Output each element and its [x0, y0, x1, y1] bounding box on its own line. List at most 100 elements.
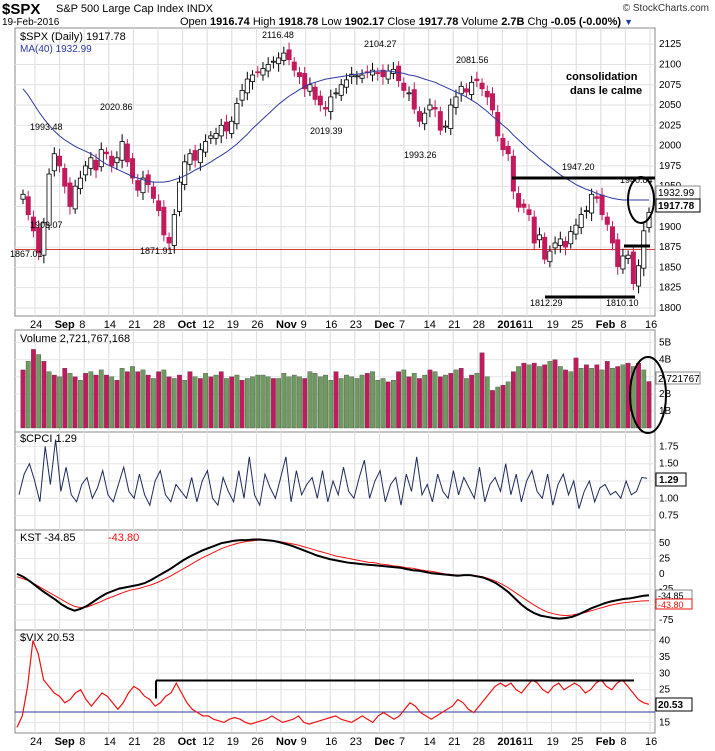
- candle-body: [547, 250, 553, 263]
- x-tick-label: 2016: [497, 319, 521, 331]
- candle-body: [474, 78, 480, 82]
- candle-body: [25, 196, 31, 216]
- candle-body: [568, 231, 574, 245]
- volume-bar: [344, 374, 349, 429]
- volume-bar: [166, 376, 172, 429]
- x-tick-label: 14: [424, 736, 436, 748]
- y-tick-label: 15: [659, 717, 671, 728]
- volume-bar: [130, 366, 135, 429]
- candle-body: [302, 72, 308, 90]
- volume-bar: [198, 378, 203, 429]
- x-tick-label: Nov: [276, 319, 298, 331]
- candle-body: [416, 111, 422, 122]
- candle-body: [338, 84, 344, 96]
- candle-body: [140, 177, 146, 194]
- close-value: 1917.78: [418, 16, 459, 28]
- candle-body: [161, 206, 167, 236]
- volume-bar: [62, 368, 68, 429]
- y-tick-label: 30: [659, 668, 671, 679]
- candle-body: [276, 57, 282, 65]
- volume-bar: [354, 378, 360, 429]
- candle-body: [437, 111, 443, 131]
- volume-bar: [119, 368, 125, 429]
- candle-body: [36, 227, 42, 254]
- volume-bar: [72, 376, 78, 429]
- volume-last-label: 2.721767: [658, 374, 700, 385]
- cpci-last-label: 1.29: [659, 475, 679, 486]
- candle-body: [166, 236, 172, 244]
- volume-bar: [391, 379, 396, 429]
- x-tick-label: Sep: [55, 736, 75, 748]
- candle-body: [589, 193, 595, 214]
- volume-bar: [234, 374, 240, 429]
- candle-body: [182, 161, 188, 185]
- candle-body: [343, 79, 349, 88]
- candle-body: [192, 150, 198, 161]
- high-value: 1918.78: [278, 16, 319, 28]
- price-label: 2019.39: [310, 126, 343, 136]
- volume-bar: [312, 373, 318, 429]
- candle-body: [526, 209, 532, 216]
- x-tick-label: 7: [399, 319, 405, 331]
- candle-body: [463, 88, 469, 93]
- candle-body: [291, 61, 297, 71]
- candle-body: [203, 141, 209, 153]
- volume-bar: [286, 376, 292, 429]
- candle-body: [323, 107, 329, 110]
- x-tick-label: 21: [128, 736, 140, 748]
- volume-value-tag: [655, 371, 701, 385]
- candle-body: [484, 90, 490, 98]
- candle-body: [114, 157, 120, 164]
- volume-bar: [177, 374, 182, 429]
- candle-body: [156, 200, 162, 211]
- candle-body: [234, 103, 240, 125]
- volume-bar: [244, 378, 250, 429]
- volume-bar: [453, 369, 459, 429]
- price-label: 1947.20: [562, 162, 595, 172]
- volume-highlight-ellipse: [629, 356, 667, 434]
- ma-value-label: 1932.99: [658, 188, 695, 199]
- volume-bar: [573, 357, 579, 429]
- volume-bar: [255, 374, 261, 429]
- annotation-text: dans le calme: [570, 85, 642, 97]
- x-tick-label: 14: [424, 319, 436, 331]
- candle-body: [46, 173, 52, 226]
- volume-bar: [250, 376, 255, 429]
- candle-body: [495, 111, 501, 137]
- volume-bar: [443, 374, 448, 429]
- y-tick-label: 0.75: [659, 511, 679, 522]
- volume-bar: [93, 374, 99, 429]
- volume-bar: [364, 373, 370, 429]
- candle-body: [296, 72, 302, 78]
- candle-body: [479, 82, 485, 90]
- volume-bar: [531, 362, 537, 429]
- chart-header: $SPX S&P 500 Large Cap Index INDX © Stoc…: [0, 0, 715, 28]
- kst-signal-last-label: -43.80: [658, 600, 684, 610]
- volume-bar: [213, 374, 219, 429]
- dropdown-arrow-icon[interactable]: ▼: [624, 17, 634, 27]
- x-tick-label: 19: [547, 319, 559, 331]
- y-tick-label: 1.50: [659, 459, 679, 470]
- volume-bar: [203, 373, 208, 429]
- candle-body: [422, 112, 428, 125]
- volume-bar: [375, 379, 381, 429]
- volume-bar: [57, 376, 62, 429]
- volume-bar: [208, 376, 214, 429]
- x-tick-label: 8: [79, 319, 85, 331]
- volume-bar: [156, 371, 161, 429]
- volume-bar: [41, 361, 47, 429]
- quote-date: 19-Feb-2016: [2, 17, 60, 28]
- candle-body: [51, 153, 57, 172]
- candle-body: [281, 52, 287, 61]
- volume-bar: [490, 390, 495, 429]
- candle-body: [583, 210, 589, 212]
- cpci-legend: $CPCI 1.29: [20, 433, 77, 445]
- x-tick-label: 11: [522, 736, 533, 748]
- x-tick-label: Oct: [178, 319, 197, 331]
- y-tick-label: 1825: [659, 283, 682, 294]
- volume-bar: [265, 376, 271, 429]
- candle-body: [536, 234, 542, 241]
- panel-frame-price: [14, 27, 656, 317]
- volume-bar: [437, 376, 443, 429]
- volume-bar: [615, 366, 621, 429]
